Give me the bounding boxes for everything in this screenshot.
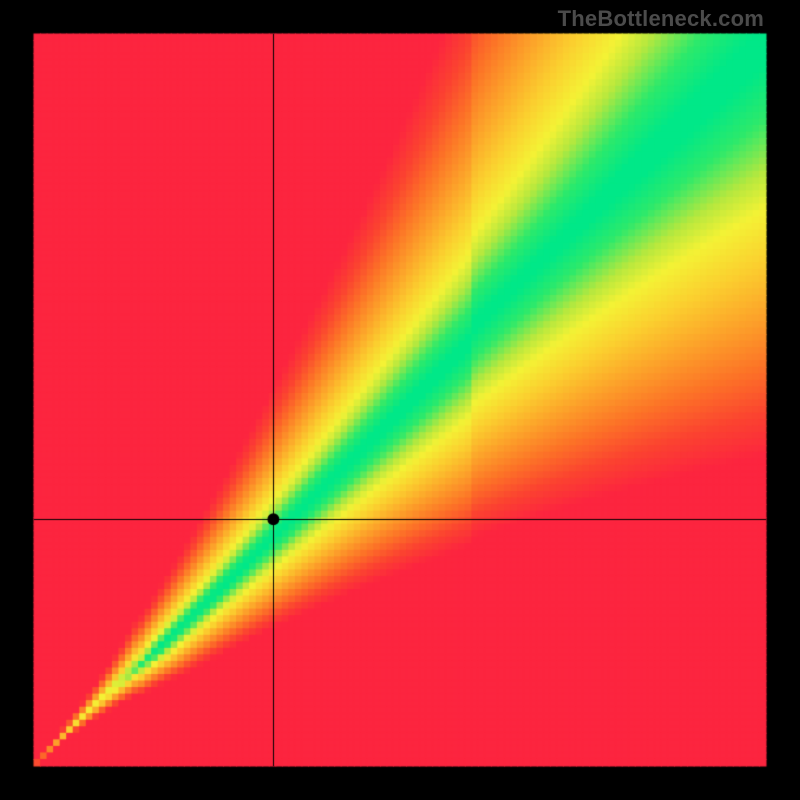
chart-frame: { "source_watermark": { "text": "TheBott… xyxy=(0,0,800,800)
source-watermark: TheBottleneck.com xyxy=(558,6,764,32)
bottleneck-heatmap xyxy=(0,0,800,800)
